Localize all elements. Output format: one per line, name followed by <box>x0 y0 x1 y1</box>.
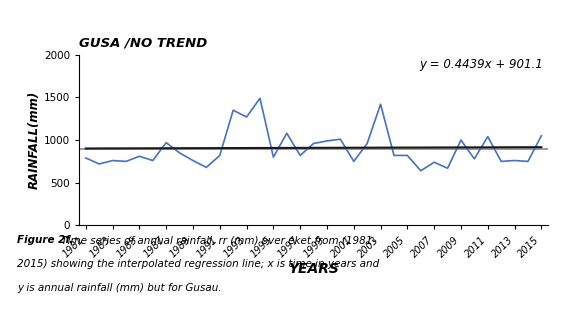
Text: 2015) showing the interpolated regression line; x is time in years and: 2015) showing the interpolated regressio… <box>17 259 379 269</box>
Text: GUSA /NO TREND: GUSA /NO TREND <box>79 37 207 50</box>
Text: y is annual rainfall (mm) but for Gusau.: y is annual rainfall (mm) but for Gusau. <box>17 283 221 293</box>
Text: y = 0.4439x + 901.1: y = 0.4439x + 901.1 <box>420 58 544 71</box>
Y-axis label: RAINFALL(mm): RAINFALL(mm) <box>28 91 41 189</box>
Text: Time series of annual rainfall, rr (mm) over eket from (1981-: Time series of annual rainfall, rr (mm) … <box>58 235 376 245</box>
X-axis label: YEARS: YEARS <box>288 262 339 276</box>
Text: Figure 2f.: Figure 2f. <box>17 235 73 245</box>
